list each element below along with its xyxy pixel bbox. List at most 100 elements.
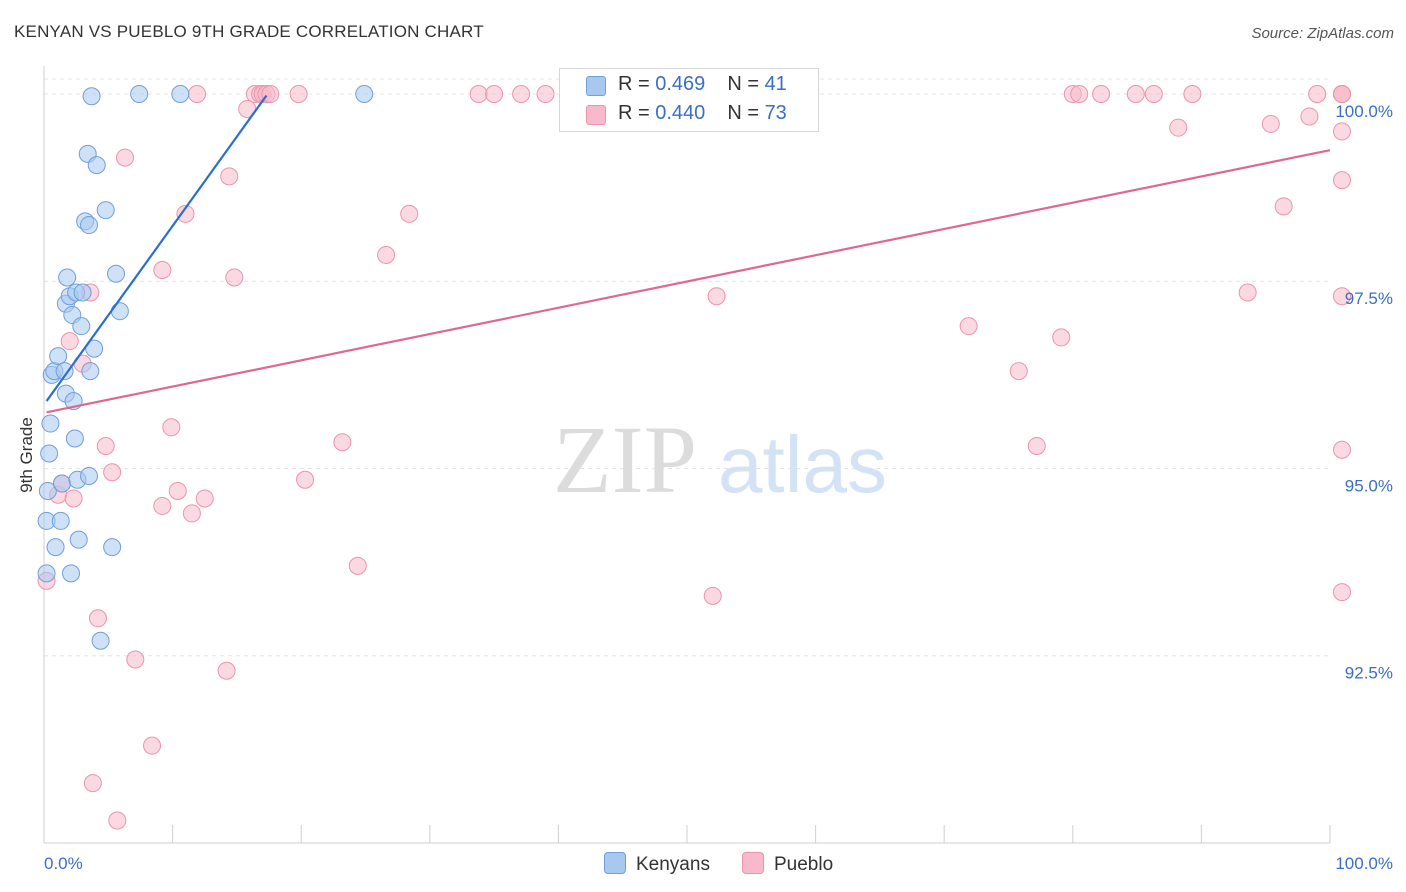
pueblo-point: [126, 650, 145, 669]
kenyan-point: [171, 84, 190, 103]
kenyan-point: [82, 87, 101, 106]
kenyan-point: [80, 216, 99, 235]
x-tick-label-min: 0.0%: [44, 854, 83, 873]
kenyan-point: [46, 538, 65, 557]
pueblo-point: [1261, 114, 1280, 133]
pueblo-point: [485, 84, 504, 103]
pueblo-swatch: [586, 105, 606, 125]
pueblo-point: [1333, 287, 1351, 306]
legend-r-value: 0.469: [655, 73, 706, 95]
pueblo-point: [83, 774, 102, 793]
pueblo-point: [261, 84, 280, 103]
pueblo-point: [1126, 84, 1145, 103]
kenyan-point: [58, 268, 77, 287]
kenyan-point: [110, 302, 129, 321]
pueblo-legend-swatch: [742, 852, 764, 874]
kenyan-point: [355, 84, 374, 103]
pueblo-point: [512, 84, 531, 103]
legend-r-label: R =: [618, 102, 656, 124]
kenyan-point: [38, 481, 57, 500]
kenyan-point: [81, 362, 100, 381]
x-tick-label-max: 100.0%: [1335, 854, 1393, 873]
pueblo-point: [188, 84, 207, 103]
y-tick-label: 92.5%: [1345, 664, 1393, 683]
pueblo-point: [96, 437, 115, 456]
chart-title: KENYAN VS PUEBLO 9TH GRADE CORRELATION C…: [14, 22, 484, 41]
pueblo-point: [220, 167, 239, 186]
legend-n-value: 73: [764, 102, 787, 124]
pueblo-point: [1308, 84, 1327, 103]
pueblo-point: [1027, 437, 1046, 456]
watermark-zip: ZIP: [553, 406, 697, 513]
trend-lines: [45, 94, 1331, 414]
source-credit: Source: ZipAtlas.com: [1251, 25, 1394, 42]
pueblo-point: [153, 496, 172, 515]
pueblo-point: [64, 489, 83, 508]
pueblo-point: [1183, 84, 1202, 103]
pueblo-point: [1300, 107, 1319, 126]
kenyan-point: [103, 538, 122, 557]
legend-row-pueblo-text: R = 0.440 N = 73: [618, 102, 787, 125]
kenyan-point: [73, 283, 92, 302]
kenyans-legend-label: Kenyans: [636, 854, 710, 875]
kenyan-point: [41, 414, 60, 433]
kenyans-swatch: [586, 76, 606, 96]
pueblo-point: [959, 317, 978, 336]
pueblo-point: [116, 148, 135, 167]
pueblo-point: [153, 261, 172, 279]
kenyan-point: [53, 474, 72, 493]
legend-r-label: R =: [618, 73, 656, 95]
kenyans-legend-swatch: [604, 852, 626, 874]
bottom-legend-pueblo: Pueblo: [742, 852, 833, 876]
pueblo-point: [707, 287, 726, 306]
y-tick-label: 100.0%: [1335, 102, 1393, 121]
correlation-legend: R = 0.469 N = 41 R = 0.440 N = 73: [559, 68, 819, 132]
y-axis-title: 9th Grade: [17, 417, 36, 493]
pueblo-point: [469, 84, 488, 103]
kenyan-point: [37, 564, 56, 583]
pueblo-point: [1009, 362, 1028, 381]
pueblo-point: [89, 609, 108, 628]
pueblo-point: [1052, 328, 1071, 347]
pueblo-trend-line: [46, 149, 1331, 414]
pueblo-point: [377, 246, 396, 265]
kenyan-point: [55, 362, 74, 381]
kenyan-point: [51, 511, 70, 530]
pueblo-point: [1274, 197, 1293, 216]
pueblo-point: [1333, 171, 1351, 190]
pueblo-point: [168, 481, 187, 500]
pueblo-point: [162, 418, 181, 437]
gridlines: [44, 78, 1330, 657]
pueblo-legend-label: Pueblo: [774, 854, 834, 875]
kenyan-point: [130, 84, 149, 103]
y-tick-label: 97.5%: [1345, 289, 1393, 308]
pueblo-point: [217, 661, 236, 680]
pueblo-point: [289, 84, 308, 103]
kenyan-point: [96, 201, 115, 220]
kenyan-point: [80, 466, 99, 485]
legend-row-kenyans-text: R = 0.469 N = 41: [618, 73, 787, 96]
legend-n-value: 41: [764, 73, 787, 95]
pueblo-point: [195, 489, 214, 508]
pueblo-point: [103, 463, 122, 482]
kenyan-point: [87, 156, 106, 175]
watermark-atlas: atlas: [718, 420, 887, 509]
pueblo-point: [225, 268, 244, 287]
bottom-legend-kenyans: Kenyans: [604, 852, 710, 876]
pueblo-point: [296, 470, 315, 489]
kenyan-point: [65, 429, 84, 448]
kenyan-point: [69, 530, 88, 549]
pueblo-point: [108, 811, 127, 830]
pueblo-point: [333, 433, 352, 452]
legend-r-value: 0.440: [655, 102, 706, 124]
kenyan-point: [72, 317, 91, 336]
pueblo-point: [400, 204, 419, 223]
kenyan-trend-line: [45, 94, 268, 402]
pueblo-point: [1144, 84, 1163, 103]
kenyan-point: [40, 444, 59, 463]
legend-n-label: N =: [727, 102, 765, 124]
pueblo-point: [703, 586, 722, 605]
pueblo-point: [1333, 583, 1351, 602]
pueblo-point: [348, 556, 367, 575]
kenyan-point: [62, 564, 81, 583]
